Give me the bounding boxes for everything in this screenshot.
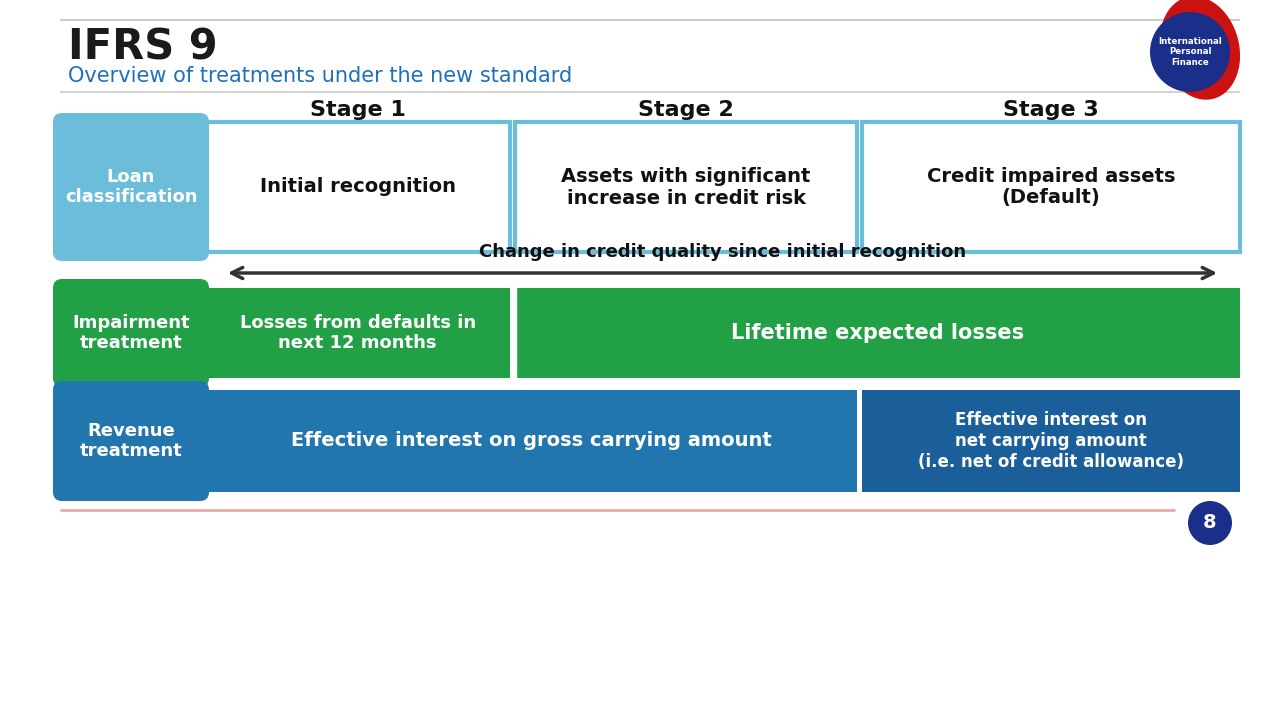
Text: Effective interest on gross carrying amount: Effective interest on gross carrying amo… <box>291 431 772 451</box>
FancyBboxPatch shape <box>205 390 856 492</box>
Text: Lifetime expected losses: Lifetime expected losses <box>731 323 1024 343</box>
Text: 8: 8 <box>1203 513 1217 533</box>
FancyBboxPatch shape <box>205 122 511 252</box>
Text: Loan
classification: Loan classification <box>65 168 197 207</box>
Text: Losses from defaults in
next 12 months: Losses from defaults in next 12 months <box>239 314 476 352</box>
FancyBboxPatch shape <box>52 113 209 261</box>
Text: Assets with significant
increase in credit risk: Assets with significant increase in cred… <box>562 166 810 207</box>
Text: Initial recognition: Initial recognition <box>260 178 456 197</box>
FancyBboxPatch shape <box>516 122 856 252</box>
Text: Impairment
treatment: Impairment treatment <box>72 314 189 352</box>
Text: Credit impaired assets
(Default): Credit impaired assets (Default) <box>927 166 1175 207</box>
Text: International
Personal
Finance: International Personal Finance <box>1158 37 1222 67</box>
FancyBboxPatch shape <box>205 288 511 378</box>
Text: IFRS 9: IFRS 9 <box>68 27 218 69</box>
Circle shape <box>1149 12 1230 92</box>
FancyBboxPatch shape <box>52 279 209 387</box>
FancyBboxPatch shape <box>861 122 1240 252</box>
Text: Effective interest on
net carrying amount
(i.e. net of credit allowance): Effective interest on net carrying amoun… <box>918 411 1184 471</box>
FancyBboxPatch shape <box>861 390 1240 492</box>
Text: Stage 1: Stage 1 <box>310 100 406 120</box>
FancyBboxPatch shape <box>52 381 209 501</box>
Text: Overview of treatments under the new standard: Overview of treatments under the new sta… <box>68 66 572 86</box>
Text: Stage 2: Stage 2 <box>639 100 733 120</box>
Text: Change in credit quality since initial recognition: Change in credit quality since initial r… <box>479 243 966 261</box>
Circle shape <box>1188 501 1231 545</box>
FancyBboxPatch shape <box>516 288 1240 378</box>
Text: Revenue
treatment: Revenue treatment <box>79 422 182 460</box>
Text: Stage 3: Stage 3 <box>1004 100 1098 120</box>
Ellipse shape <box>1160 0 1240 99</box>
